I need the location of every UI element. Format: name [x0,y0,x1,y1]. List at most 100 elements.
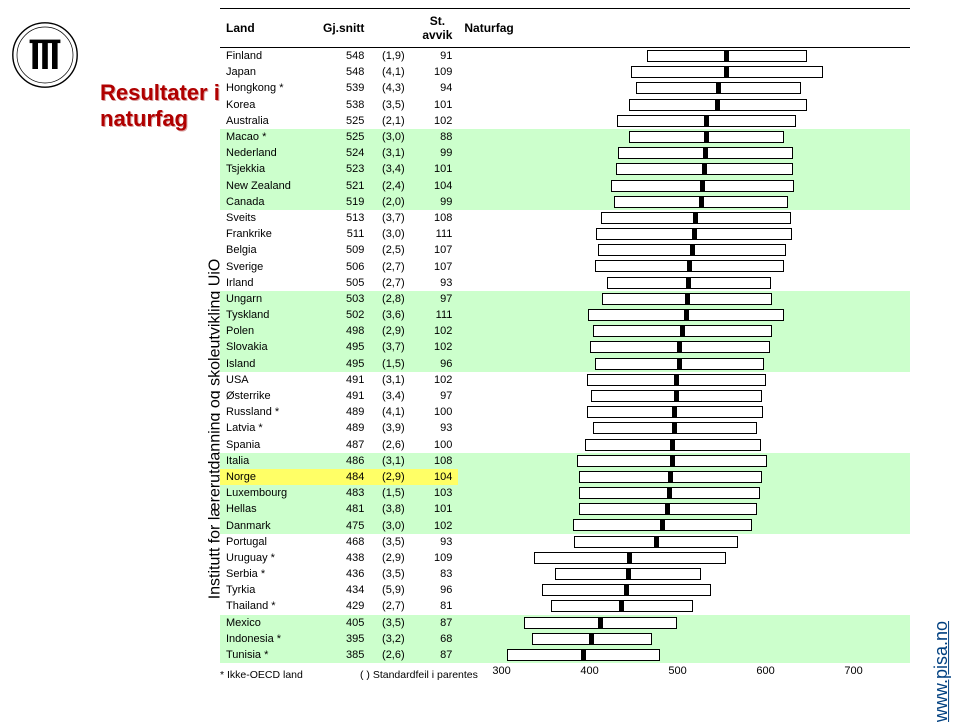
cell-sd: 102 [416,323,458,339]
cell-se: (3,4) [370,388,416,404]
cell-se: (3,6) [370,307,416,323]
table-row: Finland548(1,9)91 [220,48,910,65]
mean-marker [581,650,586,660]
table-row: Østerrike491(3,4)97 [220,388,910,404]
cell-se: (3,7) [370,210,416,226]
cell-mean: 525 [317,113,370,129]
cell-se: (2,6) [370,647,416,663]
cell-se: (2,7) [370,258,416,274]
mean-marker [598,618,603,628]
cell-se: (3,4) [370,161,416,177]
cell-se: (2,7) [370,598,416,614]
footnote-mid: ( ) Standardfeil i parentes [360,665,478,681]
cell-land: Sverige [220,258,317,274]
cell-chart [458,210,910,226]
mean-marker [702,164,707,174]
cell-mean: 481 [317,501,370,517]
cell-sd: 101 [416,161,458,177]
mean-marker [704,132,709,142]
cell-chart [458,501,910,517]
table-row: Frankrike511(3,0)111 [220,226,910,242]
cell-land: Sveits [220,210,317,226]
cell-land: Australia [220,113,317,129]
cell-land: Frankrike [220,226,317,242]
cell-land: New Zealand [220,178,317,194]
cell-sd: 99 [416,194,458,210]
mean-marker [668,472,673,482]
cell-chart [458,97,910,113]
cell-chart [458,550,910,566]
cell-chart [458,388,910,404]
cell-mean: 506 [317,258,370,274]
cell-mean: 484 [317,469,370,485]
cell-chart [458,64,910,80]
cell-chart [458,453,910,469]
cell-mean: 548 [317,48,370,65]
cell-land: Tyskland [220,307,317,323]
cell-land: Luxembourg [220,485,317,501]
cell-chart [458,178,910,194]
axis-tick-label: 300 [492,665,510,677]
cell-chart [458,404,910,420]
cell-sd: 102 [416,372,458,388]
table-row: Japan548(4,1)109 [220,64,910,80]
mean-marker [626,569,631,579]
cell-mean: 539 [317,80,370,96]
results-table-container: Land Gj.snitt St. avvik Naturfag Finland… [220,8,940,663]
cell-land: Russland * [220,404,317,420]
table-row: Korea538(3,5)101 [220,97,910,113]
table-row: Hongkong *539(4,3)94 [220,80,910,96]
cell-chart [458,582,910,598]
table-row: Macao *525(3,0)88 [220,129,910,145]
cell-mean: 511 [317,226,370,242]
cell-land: Belgia [220,242,317,258]
cell-chart [458,339,910,355]
cell-land: Hongkong * [220,80,317,96]
cell-se: (3,7) [370,339,416,355]
results-table: Land Gj.snitt St. avvik Naturfag Finland… [220,8,910,663]
cell-se: (3,5) [370,615,416,631]
cell-sd: 97 [416,388,458,404]
mean-marker [674,391,679,401]
mean-marker [685,294,690,304]
cell-se: (5,9) [370,582,416,598]
cell-chart [458,307,910,323]
cell-mean: 524 [317,145,370,161]
mean-marker [665,504,670,514]
cell-sd: 109 [416,64,458,80]
table-row: Sverige506(2,7)107 [220,258,910,274]
cell-se: (1,5) [370,485,416,501]
cell-land: Latvia * [220,420,317,436]
cell-se: (3,1) [370,372,416,388]
mean-marker [716,83,721,93]
cell-se: (2,5) [370,242,416,258]
table-row: Belgia509(2,5)107 [220,242,910,258]
cell-chart [458,534,910,550]
cell-chart [458,615,910,631]
table-row: New Zealand521(2,4)104 [220,178,910,194]
table-row: Hellas481(3,8)101 [220,501,910,517]
cell-sd: 87 [416,647,458,663]
table-row: Serbia *436(3,5)83 [220,566,910,582]
cell-land: Østerrike [220,388,317,404]
cell-se: (2,4) [370,178,416,194]
cell-sd: 96 [416,582,458,598]
cell-sd: 104 [416,178,458,194]
cell-land: USA [220,372,317,388]
cell-chart [458,291,910,307]
table-row: Thailand *429(2,7)81 [220,598,910,614]
cell-mean: 475 [317,517,370,533]
cell-mean: 498 [317,323,370,339]
cell-mean: 538 [317,97,370,113]
table-row: Luxembourg483(1,5)103 [220,485,910,501]
cell-mean: 405 [317,615,370,631]
cell-land: Island [220,356,317,372]
mean-marker [724,67,729,77]
table-row: Spania487(2,6)100 [220,437,910,453]
table-row: Norge484(2,9)104 [220,469,910,485]
cell-mean: 495 [317,356,370,372]
table-row: Tunisia *385(2,6)87 [220,647,910,663]
cell-sd: 87 [416,615,458,631]
cell-se: (3,2) [370,631,416,647]
cell-sd: 83 [416,566,458,582]
